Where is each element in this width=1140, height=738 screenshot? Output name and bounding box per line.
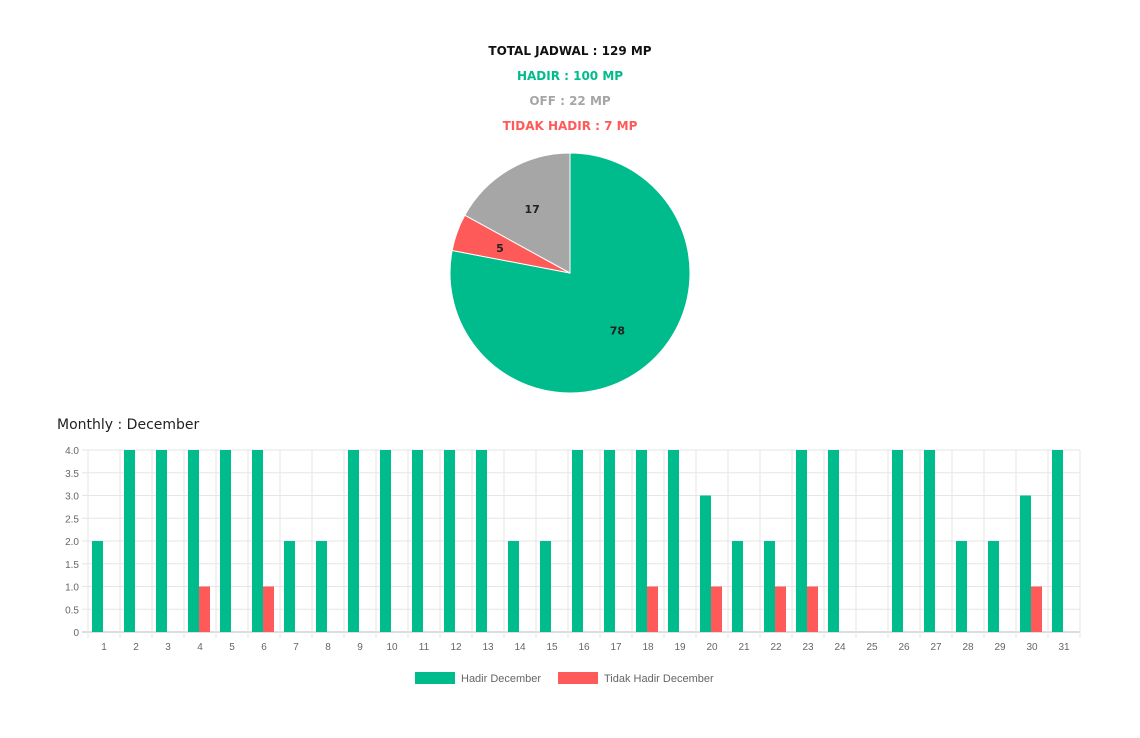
monthly-chart-title: Monthly : December xyxy=(57,417,200,433)
y-tick-label: 1.5 xyxy=(65,560,79,571)
y-tick-label: 2.5 xyxy=(65,514,79,525)
bar-hadir-day-7[interactable] xyxy=(284,541,295,632)
pie-label-tidak-hadir: 5 xyxy=(496,242,504,255)
x-tick-label: 21 xyxy=(738,642,750,653)
y-tick-label: 3.0 xyxy=(65,492,79,503)
bar-hadir-day-12[interactable] xyxy=(444,450,455,632)
x-tick-label: 24 xyxy=(834,642,846,653)
y-tick-label: 3.5 xyxy=(65,469,79,480)
x-tick-label: 26 xyxy=(898,642,910,653)
bar-tidak-hadir-day-4[interactable] xyxy=(199,586,210,633)
monthly-bar-chart: 00.51.01.52.02.53.03.54.01 2 3 4 5 6 7 8 9 10 11 12… xyxy=(65,446,1081,685)
legend-label[interactable]: Hadir December xyxy=(461,673,541,685)
y-tick-label: 0 xyxy=(73,628,79,639)
bar-hadir-day-6[interactable] xyxy=(252,450,263,632)
bar-hadir-day-1[interactable] xyxy=(92,541,103,632)
bar-hadir-day-3[interactable] xyxy=(156,450,167,632)
x-tick-label: 3 xyxy=(165,642,171,653)
y-tick-label: 1.0 xyxy=(65,583,79,594)
y-tick-label: 0.5 xyxy=(65,605,79,616)
y-tick-label: 4.0 xyxy=(65,446,79,457)
x-tick-label: 5 xyxy=(229,642,235,653)
legend-label[interactable]: Tidak Hadir December xyxy=(604,673,714,685)
x-tick-label: 27 xyxy=(930,642,942,653)
legend-swatch[interactable] xyxy=(558,672,598,684)
bar-tidak-hadir-day-20[interactable] xyxy=(711,586,722,633)
x-tick-label: 11 xyxy=(419,642,430,653)
bar-hadir-day-2[interactable] xyxy=(124,450,135,632)
legend-swatch[interactable] xyxy=(415,672,455,684)
bar-hadir-day-10[interactable] xyxy=(380,450,391,632)
bar-hadir-day-5[interactable] xyxy=(220,450,231,632)
summary-hadir: HADIR : 100 MP xyxy=(516,69,624,83)
bar-hadir-day-16[interactable] xyxy=(572,450,583,632)
x-tick-label: 2 xyxy=(133,642,139,653)
bar-hadir-day-19[interactable] xyxy=(668,450,679,632)
bar-tidak-hadir-day-30[interactable] xyxy=(1031,586,1042,633)
x-tick-label: 15 xyxy=(546,642,558,653)
bar-hadir-day-22[interactable] xyxy=(764,541,775,632)
bar-hadir-day-18[interactable] xyxy=(636,450,647,632)
x-tick-label: 10 xyxy=(386,642,398,653)
x-tick-label: 14 xyxy=(514,642,526,653)
x-tick-label: 4 xyxy=(197,642,203,653)
bar-hadir-day-30[interactable] xyxy=(1020,495,1031,633)
x-tick-label: 25 xyxy=(866,642,878,653)
bar-tidak-hadir-day-6[interactable] xyxy=(263,586,274,633)
bar-hadir-day-21[interactable] xyxy=(732,541,743,632)
x-tick-label: 1 xyxy=(101,642,107,653)
bar-hadir-day-28[interactable] xyxy=(956,541,967,632)
y-tick-label: 2.0 xyxy=(65,537,79,548)
x-tick-label: 22 xyxy=(770,642,782,653)
bar-hadir-day-14[interactable] xyxy=(508,541,519,632)
bar-hadir-day-9[interactable] xyxy=(348,450,359,632)
summary-tidak-hadir: TIDAK HADIR : 7 MP xyxy=(502,119,638,133)
x-tick-label: 17 xyxy=(610,642,622,653)
x-tick-label: 18 xyxy=(642,642,654,653)
bar-hadir-day-24[interactable] xyxy=(828,450,839,632)
bar-hadir-day-26[interactable] xyxy=(892,450,903,632)
bar-hadir-day-31[interactable] xyxy=(1052,450,1063,632)
x-tick-label: 9 xyxy=(357,642,363,653)
x-tick-label: 13 xyxy=(482,642,494,653)
x-tick-label: 23 xyxy=(802,642,814,653)
bar-hadir-day-20[interactable] xyxy=(700,495,711,633)
x-tick-label: 12 xyxy=(450,642,462,653)
bar-hadir-day-8[interactable] xyxy=(316,541,327,632)
x-tick-label: 8 xyxy=(325,642,331,653)
x-tick-label: 31 xyxy=(1058,642,1070,653)
bar-hadir-day-11[interactable] xyxy=(412,450,423,632)
x-tick-label: 6 xyxy=(261,642,267,653)
x-tick-label: 7 xyxy=(293,642,299,653)
x-tick-label: 30 xyxy=(1026,642,1038,653)
x-tick-label: 20 xyxy=(706,642,718,653)
bar-hadir-day-4[interactable] xyxy=(188,450,199,632)
x-tick-label: 19 xyxy=(674,642,686,653)
x-tick-label: 29 xyxy=(994,642,1006,653)
summary-total: TOTAL JADWAL : 129 MP xyxy=(488,44,652,58)
x-tick-label: 16 xyxy=(578,642,590,653)
bar-hadir-day-13[interactable] xyxy=(476,450,487,632)
bar-hadir-day-27[interactable] xyxy=(924,450,935,632)
bar-tidak-hadir-day-18[interactable] xyxy=(647,586,658,633)
bar-tidak-hadir-day-23[interactable] xyxy=(807,586,818,633)
bar-hadir-day-29[interactable] xyxy=(988,541,999,632)
bar-hadir-day-15[interactable] xyxy=(540,541,551,632)
bar-tidak-hadir-day-22[interactable] xyxy=(775,586,786,633)
attendance-pie-chart: 78 5 17 xyxy=(449,152,691,394)
pie-label-off: 17 xyxy=(524,203,539,216)
bar-hadir-day-23[interactable] xyxy=(796,450,807,632)
pie-slice-off[interactable] xyxy=(464,152,571,274)
bar-hadir-day-17[interactable] xyxy=(604,450,615,632)
x-tick-label: 28 xyxy=(962,642,974,653)
pie-label-hadir: 78 xyxy=(610,324,625,337)
summary-off: OFF : 22 MP xyxy=(529,94,611,108)
